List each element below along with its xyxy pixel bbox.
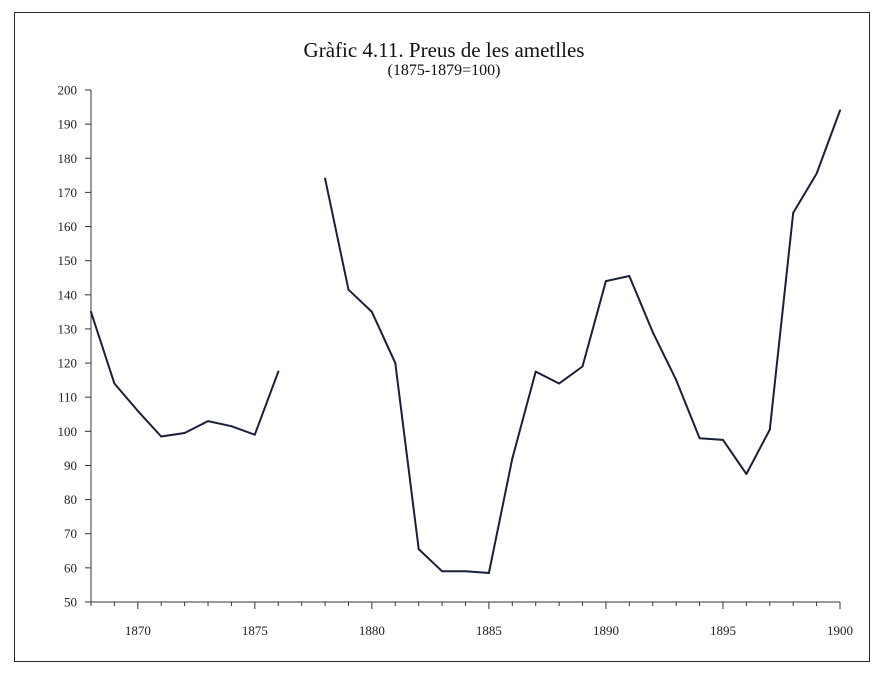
y-tick-label: 190 — [58, 117, 78, 132]
data-point — [651, 331, 654, 334]
x-tick-label: 1895 — [710, 623, 736, 638]
data-point — [441, 570, 443, 573]
data-point — [394, 362, 397, 364]
y-tick-label: 150 — [58, 253, 78, 268]
data-point — [745, 473, 748, 475]
data-point — [347, 288, 350, 291]
data-point — [488, 572, 490, 574]
x-tick-label: 1870 — [125, 623, 151, 638]
x-tick-label: 1900 — [827, 623, 853, 638]
data-point — [792, 212, 795, 214]
y-axis-ticks: 50 60 70 80 90 100 110 120 130 140 150 160 170 180 190… — [58, 83, 91, 610]
y-tick-label: 50 — [64, 595, 77, 610]
data-point — [160, 435, 163, 438]
data-point — [815, 172, 818, 175]
data-point — [417, 548, 420, 550]
data-point — [253, 433, 256, 436]
y-tick-label: 140 — [58, 287, 78, 302]
y-tick-label: 120 — [58, 356, 78, 371]
y-tick-label: 90 — [64, 458, 77, 473]
y-tick-label: 60 — [64, 560, 77, 575]
y-tick-label: 80 — [64, 492, 77, 507]
x-axis-ticks: 1870 1875 1880 1885 1890 1895 1900 — [90, 602, 853, 638]
series-lines — [90, 109, 841, 574]
chart-title: Gràfic 4.11. Preus de les ametlles — [303, 38, 585, 62]
data-point — [464, 570, 467, 573]
x-tick-label: 1880 — [359, 623, 385, 638]
y-tick-label: 100 — [58, 424, 78, 439]
data-point — [277, 370, 280, 373]
data-point — [371, 311, 373, 313]
y-tick-label: 110 — [58, 390, 77, 405]
data-point — [605, 280, 607, 282]
x-tick-label: 1875 — [242, 623, 268, 638]
chart-subtitle: (1875-1879=100) — [387, 62, 501, 79]
data-point — [698, 437, 701, 440]
data-point — [768, 428, 771, 431]
price-line-segment-1 — [90, 310, 280, 438]
data-point — [324, 177, 326, 180]
data-point — [581, 365, 584, 368]
data-point — [675, 379, 678, 381]
data-point — [113, 382, 116, 385]
chart-frame — [14, 12, 870, 662]
data-point — [558, 382, 560, 385]
y-tick-label: 170 — [58, 185, 78, 200]
data-point — [511, 457, 514, 460]
data-point — [839, 109, 841, 112]
price-line-segment-2 — [324, 109, 841, 574]
axes — [90, 90, 840, 603]
x-tick-label: 1885 — [476, 623, 502, 638]
data-point — [90, 311, 92, 313]
x-tick-label: 1890 — [593, 623, 619, 638]
y-tick-label: 180 — [58, 151, 78, 166]
data-point — [534, 370, 537, 373]
y-tick-label: 130 — [58, 321, 78, 336]
data-point — [136, 410, 139, 412]
y-tick-label: 160 — [58, 219, 78, 234]
data-point — [628, 275, 631, 277]
y-tick-label: 70 — [64, 526, 77, 541]
y-tick-label: 200 — [58, 83, 78, 98]
data-point — [183, 432, 186, 434]
data-point — [230, 425, 233, 428]
data-point — [722, 439, 724, 441]
data-point — [207, 420, 209, 422]
